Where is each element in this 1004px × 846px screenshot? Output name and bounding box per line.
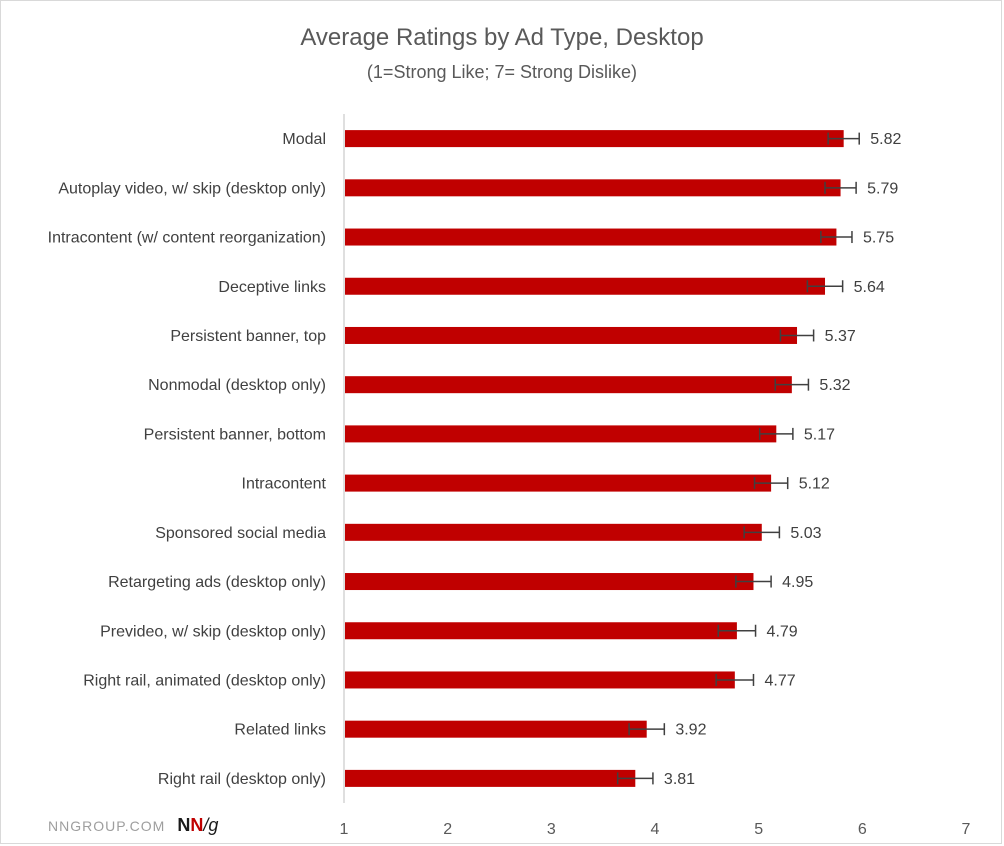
data-label: 5.03 bbox=[790, 525, 821, 542]
bar bbox=[345, 376, 792, 394]
bar bbox=[345, 179, 841, 197]
category-label: Intracontent bbox=[242, 476, 327, 493]
data-label: 5.37 bbox=[825, 328, 856, 345]
data-label: 4.79 bbox=[767, 623, 798, 640]
category-label: Related links bbox=[234, 722, 326, 739]
x-tick-label: 2 bbox=[443, 821, 452, 838]
category-label: Autoplay video, w/ skip (desktop only) bbox=[58, 180, 326, 197]
category-label: Right rail, animated (desktop only) bbox=[83, 672, 326, 689]
bar bbox=[345, 769, 636, 787]
category-label: Retargeting ads (desktop only) bbox=[108, 574, 326, 591]
data-label: 3.81 bbox=[664, 771, 695, 788]
nng-logo: N N /g bbox=[177, 815, 218, 836]
data-label: 4.77 bbox=[764, 672, 795, 689]
bar bbox=[345, 720, 647, 738]
bar bbox=[345, 622, 737, 640]
x-tick-label: 5 bbox=[754, 821, 763, 838]
brand-text: NNGROUP.COM bbox=[48, 817, 166, 834]
x-tick-label: 3 bbox=[547, 821, 556, 838]
category-label: Sponsored social media bbox=[155, 525, 326, 542]
logo-letter-n1: N bbox=[177, 815, 191, 835]
data-label: 5.64 bbox=[854, 279, 885, 296]
bar bbox=[345, 326, 798, 344]
data-label: 5.12 bbox=[799, 476, 830, 493]
data-label: 5.32 bbox=[819, 377, 850, 394]
data-label: 5.75 bbox=[863, 230, 894, 247]
bar bbox=[345, 671, 735, 689]
bar bbox=[345, 130, 844, 148]
chart-title: Average Ratings by Ad Type, Desktop bbox=[300, 24, 704, 51]
category-label: Right rail (desktop only) bbox=[158, 771, 326, 788]
category-label: Persistent banner, top bbox=[170, 328, 326, 345]
logo-letter-g: /g bbox=[203, 815, 219, 835]
chart-subtitle: (1=Strong Like; 7= Strong Dislike) bbox=[366, 62, 638, 82]
data-label: 3.92 bbox=[675, 722, 706, 739]
category-label: Prevideo, w/ skip (desktop only) bbox=[100, 623, 326, 640]
bar bbox=[345, 523, 762, 541]
bar bbox=[345, 228, 837, 246]
x-tick-label: 6 bbox=[858, 821, 867, 838]
data-label: 5.79 bbox=[867, 180, 898, 197]
bar bbox=[345, 277, 826, 295]
bar bbox=[345, 573, 754, 591]
category-label: Intracontent (w/ content reorganization) bbox=[48, 230, 326, 247]
data-label: 5.17 bbox=[804, 426, 835, 443]
x-tick-label: 1 bbox=[340, 821, 349, 838]
category-label: Deceptive links bbox=[218, 279, 326, 296]
x-tick-label: 4 bbox=[651, 821, 660, 838]
bar bbox=[345, 425, 777, 443]
category-label: Modal bbox=[282, 131, 326, 148]
brand-footer: NNGROUP.COM N N /g bbox=[48, 815, 218, 836]
bar bbox=[345, 474, 772, 492]
data-label: 4.95 bbox=[782, 574, 813, 591]
category-label: Persistent banner, bottom bbox=[144, 426, 326, 443]
x-tick-label: 7 bbox=[962, 821, 971, 838]
category-label: Nonmodal (desktop only) bbox=[148, 377, 326, 394]
data-label: 5.82 bbox=[870, 131, 901, 148]
logo-letter-n2: N bbox=[190, 815, 204, 835]
